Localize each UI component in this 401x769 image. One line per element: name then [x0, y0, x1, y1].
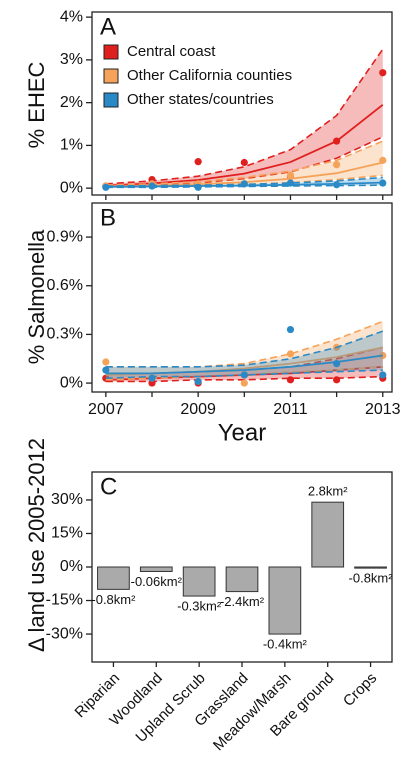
panel-label: C: [100, 473, 117, 500]
legend-swatch: [103, 68, 119, 84]
y-axis-label: % Salmonella: [24, 229, 49, 364]
y-tick-label: 0.3%: [47, 326, 83, 343]
x-tick-label: 2011: [273, 401, 308, 418]
data-point: [333, 181, 341, 189]
y-tick-label: 4%: [60, 8, 83, 25]
bar-annotation: -2.4km²: [220, 594, 265, 609]
legend-swatch: [103, 92, 119, 108]
bar-annotation: -0.8km²: [349, 571, 394, 586]
x-tick-label: 2007: [88, 401, 124, 418]
ci-line: [105, 330, 384, 368]
y-tick-label: -30%: [46, 625, 83, 642]
y-tick-label: 0%: [60, 558, 83, 575]
x-tick-label: Crops: [340, 670, 380, 710]
data-point: [102, 358, 110, 366]
data-point: [286, 179, 295, 187]
y-axis-label: Δ land use 2005-2012: [24, 438, 49, 652]
data-point: [333, 161, 341, 169]
x-tick-label: 2009: [180, 401, 216, 418]
bar-annotation: -0.4km²: [263, 636, 308, 651]
y-axis-label: % EHEC: [24, 61, 49, 148]
data-point: [379, 156, 387, 164]
data-point: [194, 183, 202, 191]
y-tick-label: 2%: [60, 94, 83, 111]
data-point: [286, 171, 295, 179]
bar: [97, 566, 130, 590]
bar: [225, 566, 259, 593]
data-point: [379, 69, 387, 77]
bar-annotation: -0.3km²: [177, 598, 222, 613]
y-tick-label: 3%: [60, 51, 83, 68]
data-point: [286, 325, 295, 334]
data-point: [194, 377, 202, 386]
y-tick-label: 30%: [51, 491, 83, 508]
bar-annotation: -0.8km²: [91, 592, 136, 607]
bar: [139, 566, 173, 572]
y-tick-label: -15%: [46, 592, 83, 609]
data-point: [240, 158, 248, 167]
data-point: [379, 371, 387, 379]
y-tick-label: 0.6%: [47, 277, 83, 294]
legend-swatch: [103, 44, 119, 60]
x-tick-label: 2013: [365, 401, 401, 418]
y-tick-label: 0%: [60, 374, 83, 391]
data-point: [102, 366, 110, 374]
data-point: [286, 376, 295, 384]
bar-annotation: -0.06km²: [131, 574, 183, 589]
data-point: [333, 137, 341, 145]
data-point: [240, 379, 248, 387]
data-point: [379, 179, 387, 187]
data-point: [333, 376, 341, 384]
bar: [182, 566, 216, 597]
confidence-band: [105, 331, 383, 379]
panel-label: B: [100, 204, 116, 231]
data-point: [148, 182, 156, 190]
panel-label: A: [100, 13, 116, 40]
bar-annotation: 2.8km²: [308, 484, 348, 499]
x-axis-label: Year: [218, 419, 267, 446]
y-tick-label: 1%: [60, 137, 83, 154]
data-point: [240, 371, 248, 379]
data-point: [194, 158, 202, 166]
y-tick-label: 0.9%: [47, 228, 83, 245]
data-point: [240, 180, 248, 188]
data-point: [333, 360, 341, 368]
bar: [311, 501, 345, 568]
y-tick-label: 0%: [60, 179, 83, 196]
bar: [268, 566, 302, 635]
data-point: [286, 350, 295, 358]
legend-label: Other California counties: [127, 67, 292, 84]
legend-label: Central coast: [127, 43, 216, 60]
data-point: [148, 374, 156, 382]
data-point: [102, 183, 110, 191]
y-tick-label: 15%: [51, 525, 83, 542]
bar: [354, 566, 387, 569]
plot-frame: [91, 202, 393, 393]
plot-frame: [91, 11, 393, 196]
legend-label: Other states/countries: [127, 91, 274, 108]
